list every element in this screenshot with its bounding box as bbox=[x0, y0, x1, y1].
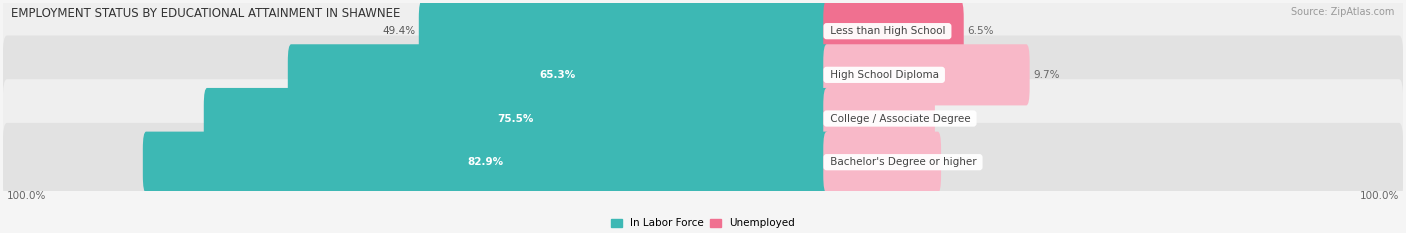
Text: 65.3%: 65.3% bbox=[540, 70, 575, 80]
FancyBboxPatch shape bbox=[3, 36, 1403, 114]
Text: 5.4%: 5.4% bbox=[945, 157, 972, 167]
FancyBboxPatch shape bbox=[288, 44, 830, 105]
Text: Less than High School: Less than High School bbox=[827, 26, 948, 36]
FancyBboxPatch shape bbox=[824, 132, 941, 193]
Text: College / Associate Degree: College / Associate Degree bbox=[827, 113, 973, 123]
Text: 6.5%: 6.5% bbox=[967, 26, 994, 36]
Text: 100.0%: 100.0% bbox=[1360, 191, 1399, 201]
Text: 9.7%: 9.7% bbox=[1033, 70, 1060, 80]
Legend: In Labor Force, Unemployed: In Labor Force, Unemployed bbox=[607, 214, 799, 232]
FancyBboxPatch shape bbox=[419, 1, 830, 62]
Text: 100.0%: 100.0% bbox=[7, 191, 46, 201]
FancyBboxPatch shape bbox=[824, 44, 1029, 105]
FancyBboxPatch shape bbox=[3, 0, 1403, 70]
FancyBboxPatch shape bbox=[824, 88, 935, 149]
Text: EMPLOYMENT STATUS BY EDUCATIONAL ATTAINMENT IN SHAWNEE: EMPLOYMENT STATUS BY EDUCATIONAL ATTAINM… bbox=[11, 7, 401, 20]
FancyBboxPatch shape bbox=[3, 123, 1403, 202]
FancyBboxPatch shape bbox=[204, 88, 830, 149]
Text: 75.5%: 75.5% bbox=[498, 113, 534, 123]
FancyBboxPatch shape bbox=[824, 1, 963, 62]
FancyBboxPatch shape bbox=[3, 79, 1403, 158]
Text: High School Diploma: High School Diploma bbox=[827, 70, 942, 80]
Text: 5.1%: 5.1% bbox=[938, 113, 965, 123]
Text: Bachelor's Degree or higher: Bachelor's Degree or higher bbox=[827, 157, 980, 167]
Text: 82.9%: 82.9% bbox=[467, 157, 503, 167]
FancyBboxPatch shape bbox=[143, 132, 830, 193]
Text: Source: ZipAtlas.com: Source: ZipAtlas.com bbox=[1291, 7, 1395, 17]
Text: 49.4%: 49.4% bbox=[382, 26, 416, 36]
